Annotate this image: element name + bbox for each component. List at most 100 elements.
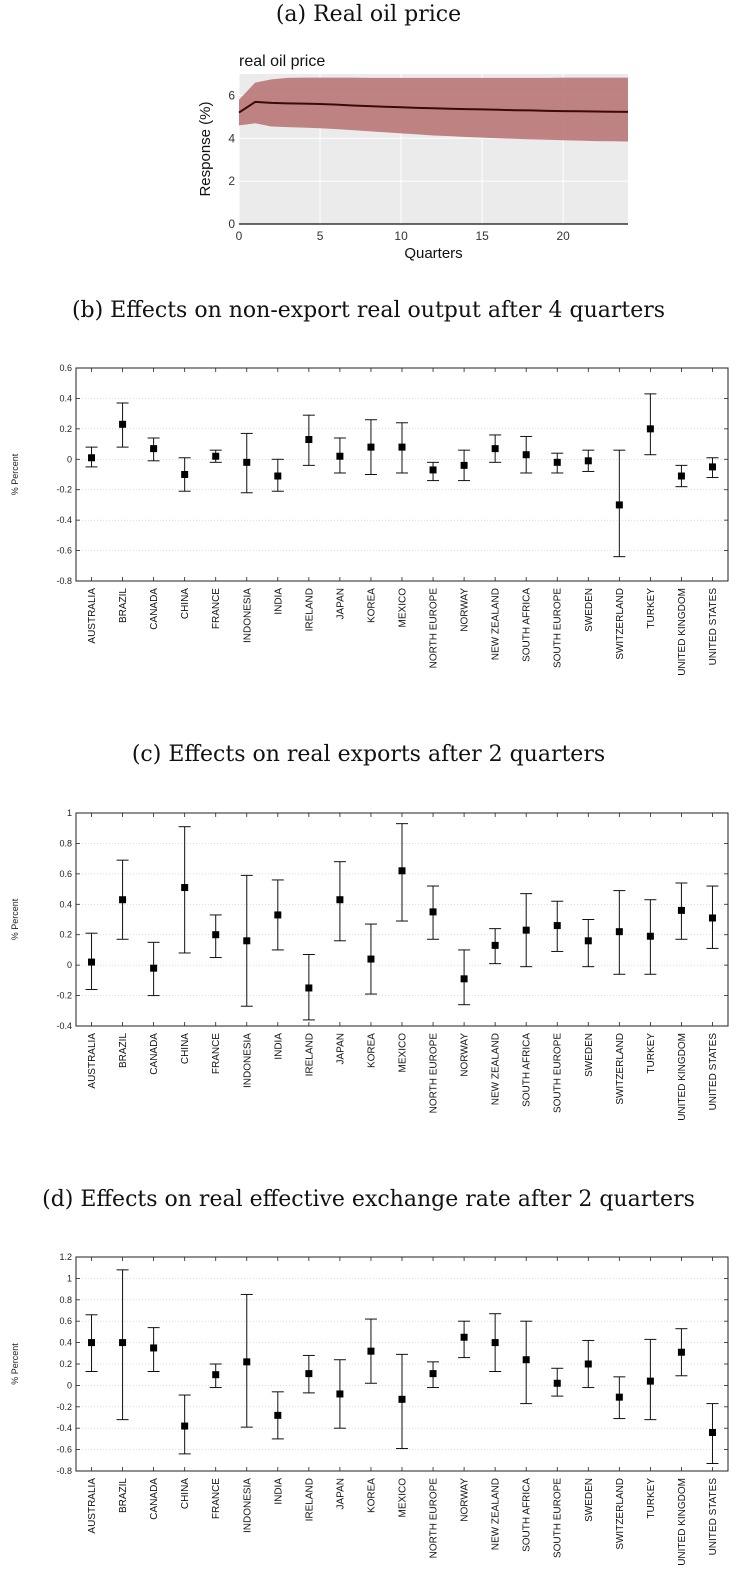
point-estimate <box>305 1370 313 1378</box>
point-estimate <box>584 1360 592 1368</box>
confidence-band <box>239 77 628 142</box>
category-label: JAPAN <box>335 1033 346 1065</box>
point-estimate <box>336 452 344 460</box>
category-label: CANADA <box>149 588 160 630</box>
x-tick-label: 0 <box>236 229 243 243</box>
caption-exchange-rate: (d) Effects on real effective exchange r… <box>42 1187 695 1212</box>
category-label: SOUTH AFRICA <box>522 588 533 662</box>
chart-title: real oil price <box>239 53 325 70</box>
y-tick-label: 0.8 <box>59 1295 72 1305</box>
category-label: BRAZIL <box>118 1478 129 1513</box>
point-estimate <box>708 1428 716 1436</box>
category-label: SWEDEN <box>584 1478 595 1522</box>
point-estimate <box>243 458 251 466</box>
point-estimate <box>522 926 530 934</box>
y-tick-label: 0.2 <box>59 424 72 434</box>
point-estimate <box>305 436 313 444</box>
category-label: FRANCE <box>211 1478 222 1519</box>
y-axis-label: % Percent <box>10 898 20 940</box>
y-tick-label: -0.4 <box>56 1423 72 1433</box>
category-label: UNITED KINGDOM <box>677 588 688 676</box>
category-label: BRAZIL <box>118 588 129 623</box>
point-estimate <box>553 922 561 930</box>
category-label: INDIA <box>273 588 284 615</box>
y-axis-label: % Percent <box>10 1343 20 1385</box>
category-label: TURKEY <box>646 1033 657 1074</box>
point-estimate <box>460 1333 468 1341</box>
point-estimate <box>615 1393 623 1401</box>
point-estimate <box>150 445 158 453</box>
category-label: AUSTRALIA <box>87 1478 98 1534</box>
category-label: KOREA <box>366 1033 377 1068</box>
category-label: UNITED KINGDOM <box>677 1033 688 1121</box>
category-label: JAPAN <box>335 1478 346 1510</box>
category-label: INDONESIA <box>242 1033 253 1088</box>
point-estimate <box>367 1347 375 1355</box>
x-axis-label: Quarters <box>404 245 462 262</box>
category-label: CANADA <box>149 1478 160 1520</box>
point-estimate <box>584 937 592 945</box>
category-label: JAPAN <box>335 588 346 620</box>
category-label: NORTH EUROPE <box>429 1033 440 1114</box>
oil-price-chart: 0 5 10 15 20 0 2 4 6 real oil price Quarters Respon… <box>197 53 629 262</box>
point-estimate <box>274 911 282 919</box>
plot-frame <box>75 367 729 582</box>
category-label: NORWAY <box>460 588 471 632</box>
category-label: SWITZERLAND <box>615 1033 626 1105</box>
point-estimate <box>398 443 406 451</box>
point-estimate <box>584 457 592 465</box>
category-label: FRANCE <box>211 588 222 629</box>
y-tick-label: 6 <box>228 88 235 102</box>
category-label: KOREA <box>366 1478 377 1513</box>
category-label: MEXICO <box>398 588 409 628</box>
category-label: FRANCE <box>211 1033 222 1074</box>
category-label: INDONESIA <box>242 588 253 643</box>
point-estimate <box>212 931 220 939</box>
y-tick-label: -0.2 <box>56 1402 72 1412</box>
point-estimate <box>553 1379 561 1387</box>
point-estimate <box>460 975 468 983</box>
category-label: NEW ZEALAND <box>491 588 502 660</box>
point-estimate <box>243 937 251 945</box>
y-tick-label: 0.4 <box>59 393 72 403</box>
caption-exports: (c) Effects on real exports after 2 quar… <box>131 742 606 767</box>
point-estimate <box>181 884 189 892</box>
point-estimate <box>708 914 716 922</box>
point-estimate <box>708 463 716 471</box>
point-estimate <box>429 466 437 474</box>
point-estimate <box>150 1344 158 1352</box>
category-label: NORTH EUROPE <box>429 1478 440 1559</box>
y-tick-label: 0.6 <box>59 869 72 879</box>
point-estimate <box>491 941 499 949</box>
y-tick-label: -0.2 <box>56 991 72 1001</box>
point-estimate <box>119 1339 127 1347</box>
point-estimate <box>491 1339 499 1347</box>
y-tick-label: -0.6 <box>56 546 72 556</box>
y-tick-label: -0.8 <box>56 1466 72 1476</box>
y-axis-label: Response (%) <box>197 101 214 196</box>
category-label: INDIA <box>273 1033 284 1060</box>
category-label: UNITED STATES <box>708 1478 719 1556</box>
category-label: NORWAY <box>460 1033 471 1077</box>
point-estimate <box>212 1371 220 1379</box>
category-label: NEW ZEALAND <box>491 1478 502 1550</box>
category-label: UNITED KINGDOM <box>677 1478 688 1566</box>
point-estimate <box>429 1370 437 1378</box>
point-estimate <box>553 458 561 466</box>
category-label: AUSTRALIA <box>87 588 98 644</box>
point-estimate <box>646 932 654 940</box>
category-label: MEXICO <box>398 1478 409 1518</box>
point-estimate <box>88 454 96 462</box>
category-label: TURKEY <box>646 588 657 629</box>
point-estimate <box>677 1348 685 1356</box>
y-tick-label: 0.6 <box>59 363 72 373</box>
category-label: SWITZERLAND <box>615 1478 626 1550</box>
y-tick-label: 0.4 <box>59 1338 72 1348</box>
category-label: AUSTRALIA <box>87 1033 98 1089</box>
point-estimate <box>212 452 220 460</box>
category-label: SOUTH AFRICA <box>522 1478 533 1552</box>
x-tick-label: 20 <box>556 229 570 243</box>
y-tick-label: 0 <box>67 960 72 970</box>
y-tick-label: 2 <box>228 174 235 188</box>
point-estimate <box>119 896 127 904</box>
